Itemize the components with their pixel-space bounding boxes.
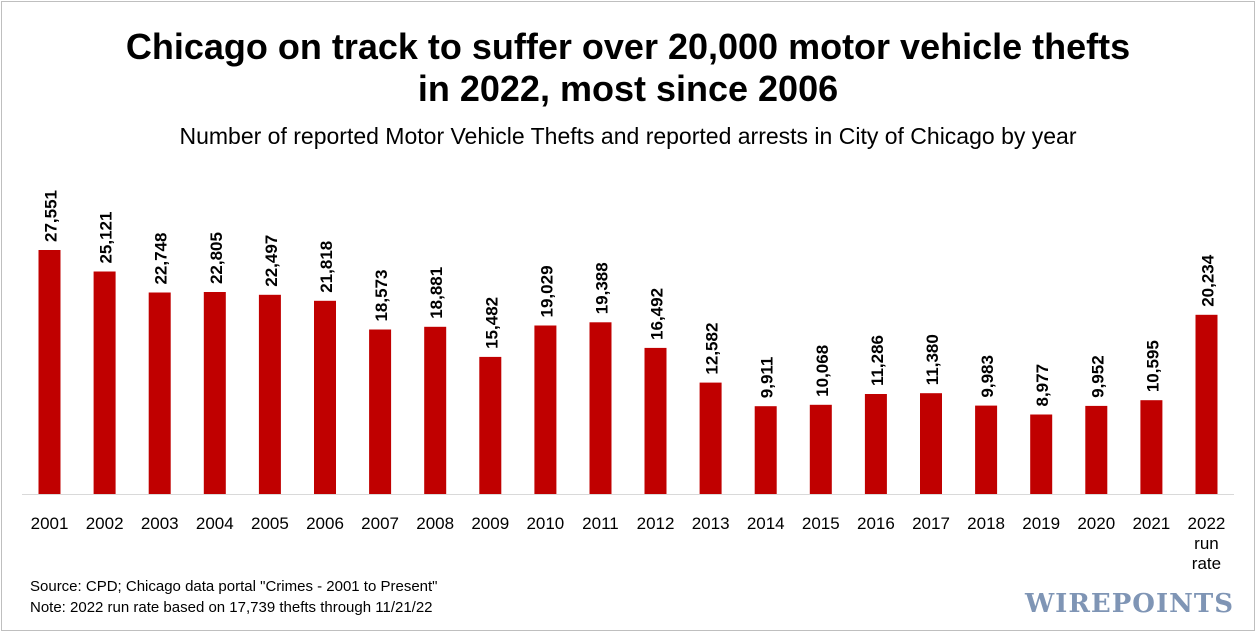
bar-2006 — [314, 300, 336, 494]
x-tick-label: 2022 — [1188, 514, 1226, 533]
x-tick-label: 2013 — [692, 514, 730, 533]
data-label: 21,818 — [317, 241, 336, 293]
bar-2002 — [93, 271, 116, 494]
data-label: 22,497 — [262, 235, 281, 287]
bar-2014 — [754, 406, 777, 494]
chart-title: Chicago on track to suffer over 20,000 m… — [2, 26, 1254, 110]
data-label: 9,911 — [758, 357, 777, 399]
bar-2010 — [534, 325, 557, 494]
x-tick-label: run — [1194, 534, 1219, 553]
data-label: 22,748 — [152, 233, 171, 285]
data-label: 12,582 — [703, 323, 722, 375]
bar-2008 — [424, 326, 447, 494]
x-tick-label: 2019 — [1022, 514, 1060, 533]
x-tick-label: 2004 — [196, 514, 234, 533]
x-tick-label: 2002 — [86, 514, 124, 533]
bar-2004 — [203, 292, 226, 494]
bar-2003 — [148, 292, 171, 494]
wirepoints-logo: WIREPOINTS — [1024, 589, 1234, 619]
data-label: 25,121 — [97, 212, 116, 264]
bar-2005 — [258, 294, 281, 494]
chart-title-line-2: in 2022, most since 2006 — [417, 68, 839, 109]
data-label: 18,573 — [372, 270, 391, 322]
x-tick-label: 2007 — [361, 514, 399, 533]
x-tick-label: 2020 — [1077, 514, 1115, 533]
x-tick-label: 2005 — [251, 514, 289, 533]
bar-2016 — [864, 394, 887, 494]
bar-2007 — [369, 329, 392, 494]
chart-title-line-1: Chicago on track to suffer over 20,000 m… — [125, 26, 1131, 67]
x-tick-label: 2006 — [306, 514, 344, 533]
data-label: 8,977 — [1033, 364, 1052, 407]
x-tick-label: 2018 — [967, 514, 1005, 533]
bar-2018 — [975, 405, 998, 494]
x-tick-label: 2014 — [747, 514, 785, 533]
x-tick-label: 2011 — [582, 514, 619, 533]
bar-2009 — [479, 356, 502, 494]
bar-2013 — [699, 382, 722, 494]
data-label: 9,952 — [1088, 355, 1107, 398]
data-label: 18,881 — [427, 267, 446, 319]
data-label: 27,551 — [42, 190, 61, 242]
data-label: 15,482 — [482, 297, 501, 349]
chart-subtitle: Number of reported Motor Vehicle Thefts … — [179, 123, 1077, 149]
data-label: 10,068 — [813, 345, 832, 397]
x-tick-label: 2015 — [802, 514, 840, 533]
bar-2020 — [1085, 405, 1108, 494]
x-tick-label: 2012 — [637, 514, 675, 533]
x-tick-label: rate — [1192, 554, 1221, 573]
bar-2012 — [644, 347, 667, 494]
data-label: 22,805 — [207, 232, 226, 284]
x-tick-label: 2009 — [471, 514, 509, 533]
x-tick-label: 2017 — [912, 514, 950, 533]
bar-2021 — [1140, 400, 1163, 494]
data-label: 20,234 — [1198, 254, 1217, 307]
data-label: 16,492 — [648, 288, 667, 340]
data-label: 19,388 — [592, 262, 611, 314]
bar-2011 — [589, 322, 612, 494]
data-label: 11,380 — [923, 334, 942, 385]
data-label: 11,286 — [868, 335, 887, 386]
x-tick-label: 2008 — [416, 514, 454, 533]
x-tick-label: 2021 — [1132, 514, 1170, 533]
bar-2019 — [1030, 414, 1053, 494]
data-label: 19,029 — [537, 265, 556, 317]
bar-2001 — [38, 250, 61, 494]
bar-2022-run-rate — [1195, 314, 1218, 494]
source-footnote: Source: CPD; Chicago data portal "Crimes… — [30, 578, 438, 595]
x-tick-label: 2003 — [141, 514, 179, 533]
x-tick-label: 2016 — [857, 514, 895, 533]
x-tick-label: 2001 — [31, 514, 69, 533]
bar-2015 — [809, 404, 832, 494]
data-label: 10,595 — [1143, 340, 1162, 392]
note-footnote: Note: 2022 run rate based on 17,739 thef… — [30, 599, 433, 616]
x-tick-label: 2010 — [526, 514, 564, 533]
data-label: 9,983 — [978, 355, 997, 398]
bar-2017 — [920, 393, 942, 494]
